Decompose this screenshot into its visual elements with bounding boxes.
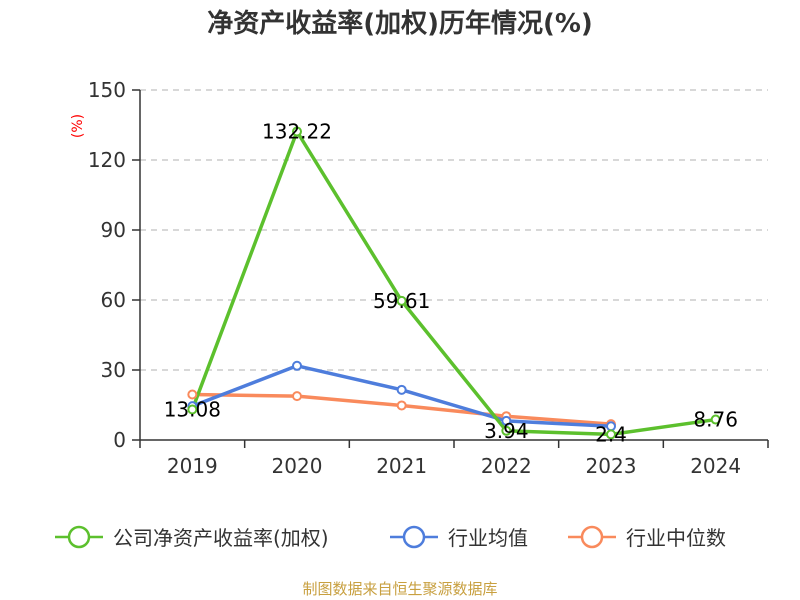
legend-marker	[580, 525, 604, 549]
series-line-0	[190, 129, 716, 437]
y-tick-label: 30	[101, 358, 126, 382]
source-note: 制图数据来自恒生聚源数据库	[302, 580, 497, 598]
y-tick-label: 0	[113, 428, 126, 452]
legend-marker	[67, 525, 91, 549]
legend-label: 行业均值	[448, 526, 528, 550]
data-point	[396, 295, 407, 306]
legend-label: 公司净资产收益率(加权)	[113, 526, 329, 550]
y-tick-label: 60	[101, 288, 126, 312]
data-point	[292, 391, 302, 402]
data-label: 59.61	[373, 289, 430, 313]
axes: 0 30 60 90 120 150 2019 2020 2021 2022 2023 2024	[88, 78, 769, 478]
data-label: 13.08	[164, 397, 221, 421]
data-label: 132.22	[262, 119, 332, 143]
x-tick-label: 2022	[481, 454, 532, 478]
data-point	[187, 404, 198, 415]
data-point	[292, 126, 302, 137]
chart-title: 净资产收益率(加权)历年情况(%)	[207, 8, 593, 39]
series-points	[187, 126, 721, 440]
data-point	[501, 415, 512, 426]
data-point	[187, 389, 198, 400]
data-point	[396, 400, 407, 411]
y-axis-unit-label: (%)	[70, 114, 86, 138]
gridlines	[140, 89, 768, 371]
y-tick-label: 150	[88, 78, 126, 102]
data-point	[396, 384, 407, 395]
data-label: 8.76	[693, 408, 738, 432]
legend-marker	[402, 525, 426, 549]
x-tick-label: 2024	[690, 454, 741, 478]
x-tick-label: 2023	[586, 454, 637, 478]
data-point	[606, 429, 616, 440]
data-point	[501, 425, 512, 436]
x-tick-label: 2019	[167, 454, 218, 478]
legend-label: 行业中位数	[626, 526, 726, 550]
series-lines	[190, 129, 716, 437]
data-point	[710, 414, 721, 425]
y-tick-label: 120	[88, 148, 126, 172]
legend: 公司净资产收益率(加权) 行业均值 行业中位数	[55, 525, 726, 550]
y-tick-label: 90	[101, 218, 126, 242]
data-label: 3.94	[484, 419, 529, 443]
data-label: 2.4	[595, 422, 627, 446]
data-point	[292, 360, 302, 371]
x-tick-label: 2021	[376, 454, 427, 478]
x-tick-label: 2020	[272, 454, 323, 478]
data-labels: 13.08 132.22 59.61 3.94 2.4 8.76	[164, 119, 738, 446]
